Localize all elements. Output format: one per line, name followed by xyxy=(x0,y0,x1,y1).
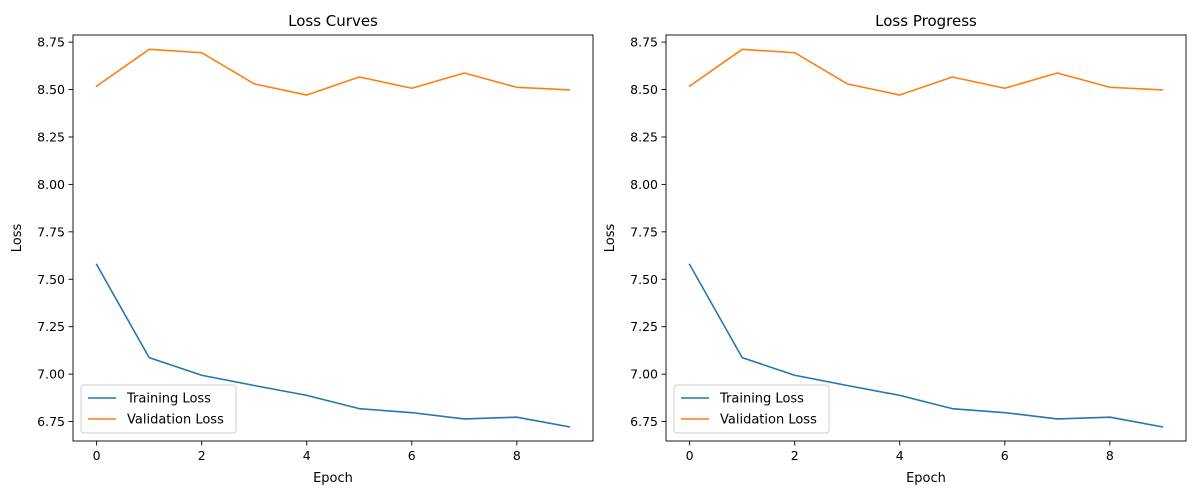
chart-1: Loss Curves 0 2 4 6 8 Epoch 6.75 7.00 7.25 7.50 7.7… xyxy=(10,12,594,486)
y-tick-label: 8.25 xyxy=(630,129,658,144)
y-tick-label: 7.00 xyxy=(630,367,658,382)
y-tick-label: 8.25 xyxy=(37,129,65,144)
legend-label: Training Loss xyxy=(719,392,804,407)
series-line-validation-loss xyxy=(688,48,1164,96)
x-axis: 0 2 4 6 8 xyxy=(686,441,1114,463)
chart-title: Loss Curves xyxy=(288,12,378,30)
series-line-training-loss xyxy=(95,263,571,428)
chart-2: Loss Progress 0 2 4 6 8 Epoch 6.75 7.00 7.25 7.50 7… xyxy=(603,12,1187,486)
y-tick-label: 7.25 xyxy=(37,319,65,334)
x-tick-label: 8 xyxy=(1106,448,1114,463)
chart-title: Loss Progress xyxy=(875,12,977,30)
legend-box xyxy=(673,384,830,434)
series-group xyxy=(95,48,571,428)
x-axis-label: Epoch xyxy=(906,471,946,486)
legend: Training Loss Validation Loss xyxy=(673,384,830,434)
x-tick-label: 6 xyxy=(1001,448,1009,463)
x-tick-label: 4 xyxy=(303,448,311,463)
x-axis: 0 2 4 6 8 xyxy=(93,441,521,463)
legend-box xyxy=(80,384,237,434)
series-group xyxy=(688,48,1164,428)
y-axis-label: Loss xyxy=(603,224,618,253)
x-tick-label: 4 xyxy=(896,448,904,463)
y-axis: 6.75 7.00 7.25 7.50 7.75 8.00 8.25 8.50 8.75 xyxy=(37,35,73,429)
legend: Training Loss Validation Loss xyxy=(80,384,237,434)
legend-label: Training Loss xyxy=(126,392,211,407)
y-tick-label: 7.00 xyxy=(37,367,65,382)
x-tick-label: 0 xyxy=(93,448,101,463)
legend-label: Validation Loss xyxy=(127,413,224,428)
y-axis: 6.75 7.00 7.25 7.50 7.75 8.00 8.25 8.50 8.75 xyxy=(630,35,666,429)
x-tick-label: 2 xyxy=(198,448,206,463)
y-tick-label: 8.75 xyxy=(37,35,65,50)
x-tick-label: 0 xyxy=(686,448,694,463)
y-tick-label: 7.75 xyxy=(630,224,658,239)
x-tick-label: 8 xyxy=(513,448,521,463)
y-tick-label: 8.00 xyxy=(630,177,658,192)
y-tick-label: 6.75 xyxy=(630,414,658,429)
series-line-training-loss xyxy=(688,263,1164,428)
x-axis-label: Epoch xyxy=(313,471,353,486)
y-tick-label: 8.50 xyxy=(37,82,65,97)
x-tick-label: 2 xyxy=(791,448,799,463)
x-tick-label: 6 xyxy=(408,448,416,463)
plot-frame xyxy=(72,34,594,442)
y-tick-label: 8.00 xyxy=(37,177,65,192)
y-tick-label: 7.50 xyxy=(630,272,658,287)
y-axis-label: Loss xyxy=(10,224,25,253)
series-line-validation-loss xyxy=(95,48,571,96)
y-tick-label: 7.50 xyxy=(37,272,65,287)
y-tick-label: 8.50 xyxy=(630,82,658,97)
y-tick-label: 6.75 xyxy=(37,414,65,429)
plot-frame xyxy=(665,34,1187,442)
y-tick-label: 7.75 xyxy=(37,224,65,239)
y-tick-label: 8.75 xyxy=(630,35,658,50)
y-tick-label: 7.25 xyxy=(630,319,658,334)
legend-label: Validation Loss xyxy=(720,413,817,428)
